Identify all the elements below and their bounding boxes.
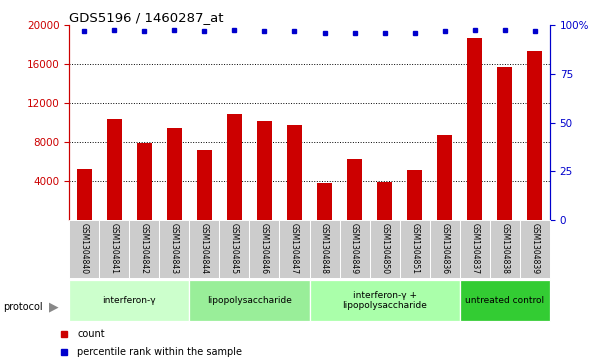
Bar	[197, 150, 212, 220]
Bar	[460, 220, 490, 278]
Text: ▶: ▶	[49, 300, 59, 313]
Text: GSM1304850: GSM1304850	[380, 223, 389, 274]
Text: GSM1304844: GSM1304844	[200, 223, 209, 274]
Text: GSM1304847: GSM1304847	[290, 223, 299, 274]
Text: GDS5196 / 1460287_at: GDS5196 / 1460287_at	[69, 11, 224, 24]
Text: GSM1304841: GSM1304841	[110, 223, 118, 274]
Text: GSM1304849: GSM1304849	[350, 223, 359, 274]
Bar	[249, 220, 279, 278]
Text: percentile rank within the sample: percentile rank within the sample	[77, 347, 242, 358]
Bar	[77, 169, 92, 220]
Bar	[528, 51, 543, 220]
Bar	[340, 220, 370, 278]
Bar	[498, 67, 513, 220]
Text: GSM1304842: GSM1304842	[140, 223, 148, 274]
Bar	[129, 220, 159, 278]
Bar	[189, 220, 219, 278]
Text: GSM1304848: GSM1304848	[320, 223, 329, 274]
Bar	[99, 220, 129, 278]
Bar	[69, 220, 99, 278]
Bar	[189, 280, 310, 321]
Bar	[159, 220, 189, 278]
Text: untreated control: untreated control	[465, 296, 545, 305]
Text: GSM1304837: GSM1304837	[471, 223, 479, 274]
Bar	[257, 121, 272, 220]
Text: protocol: protocol	[3, 302, 43, 312]
Bar	[490, 220, 520, 278]
Text: GSM1304839: GSM1304839	[531, 223, 539, 274]
Bar	[287, 126, 302, 220]
Text: GSM1304836: GSM1304836	[441, 223, 449, 274]
Text: GSM1304843: GSM1304843	[170, 223, 178, 274]
Bar	[317, 183, 332, 220]
Bar	[107, 119, 122, 220]
Bar	[137, 143, 152, 220]
Bar	[377, 182, 392, 220]
Text: interferon-γ: interferon-γ	[102, 296, 156, 305]
Bar	[460, 280, 550, 321]
Bar	[438, 135, 453, 220]
Bar	[219, 220, 249, 278]
Bar	[430, 220, 460, 278]
Text: GSM1304851: GSM1304851	[410, 223, 419, 274]
Bar	[69, 280, 189, 321]
Text: count: count	[77, 329, 105, 339]
Text: GSM1304840: GSM1304840	[80, 223, 88, 274]
Bar	[347, 159, 362, 220]
Bar	[468, 38, 482, 220]
Bar	[407, 170, 422, 220]
Bar	[310, 280, 460, 321]
Bar	[279, 220, 310, 278]
Bar	[167, 129, 182, 220]
Text: interferon-γ +
lipopolysaccharide: interferon-γ + lipopolysaccharide	[342, 291, 427, 310]
Bar	[310, 220, 340, 278]
Bar	[400, 220, 430, 278]
Text: lipopolysaccharide: lipopolysaccharide	[207, 296, 292, 305]
Text: GSM1304838: GSM1304838	[501, 223, 509, 274]
Bar	[520, 220, 550, 278]
Bar	[370, 220, 400, 278]
Bar	[227, 114, 242, 220]
Text: GSM1304845: GSM1304845	[230, 223, 239, 274]
Text: GSM1304846: GSM1304846	[260, 223, 269, 274]
